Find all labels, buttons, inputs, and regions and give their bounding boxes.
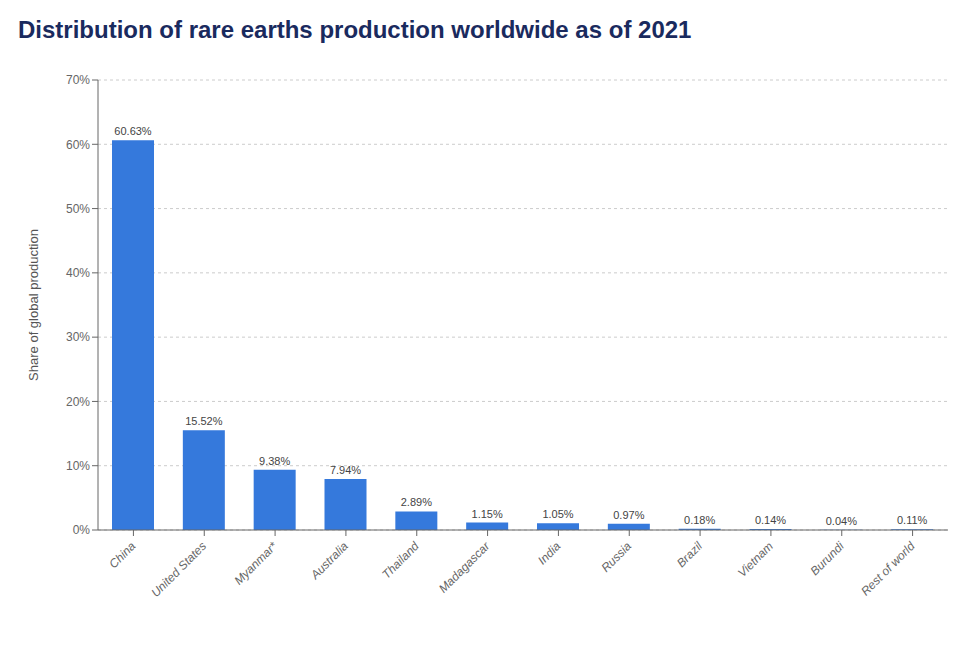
svg-text:50%: 50%: [66, 202, 90, 216]
svg-text:0.97%: 0.97%: [613, 509, 644, 521]
svg-text:30%: 30%: [66, 330, 90, 344]
svg-text:1.15%: 1.15%: [472, 508, 503, 520]
svg-text:60.63%: 60.63%: [114, 125, 152, 137]
svg-text:Thailand: Thailand: [379, 539, 422, 582]
svg-text:40%: 40%: [66, 266, 90, 280]
html-text:Distribution of rare earths pr: Distribution of rare earths production w…: [18, 16, 692, 43]
svg-text:Rest of world: Rest of world: [858, 539, 918, 599]
svg-text:China: China: [106, 539, 138, 571]
svg-text:10%: 10%: [66, 459, 90, 473]
svg-text:9.38%: 9.38%: [259, 455, 290, 467]
svg-text:India: India: [535, 539, 564, 568]
svg-text:Russia: Russia: [598, 539, 634, 575]
svg-text:0.14%: 0.14%: [755, 514, 786, 526]
svg-text:Myanmar*: Myanmar*: [231, 539, 280, 588]
svg-text:0.11%: 0.11%: [897, 514, 928, 526]
svg-text:1.05%: 1.05%: [542, 508, 573, 520]
svg-text:Burundi: Burundi: [808, 539, 847, 578]
svg-text:2.89%: 2.89%: [401, 496, 432, 508]
svg-text:15.52%: 15.52%: [185, 415, 223, 427]
svg-text:Australia: Australia: [307, 539, 351, 583]
svg-text:70%: 70%: [66, 73, 90, 87]
svg-text:United States: United States: [148, 539, 209, 600]
svg-text:Share of global production: Share of global production: [26, 229, 41, 381]
svg-text:20%: 20%: [66, 395, 90, 409]
svg-text:60%: 60%: [66, 138, 90, 152]
svg-text:Vietnam: Vietnam: [735, 539, 776, 580]
svg-text:0.18%: 0.18%: [684, 514, 715, 526]
svg-text:0%: 0%: [73, 523, 91, 537]
svg-text:7.94%: 7.94%: [330, 464, 361, 476]
svg-text:0.04%: 0.04%: [826, 515, 857, 527]
svg-text:Madagascar: Madagascar: [436, 538, 493, 595]
svg-text:Brazil: Brazil: [674, 539, 705, 570]
